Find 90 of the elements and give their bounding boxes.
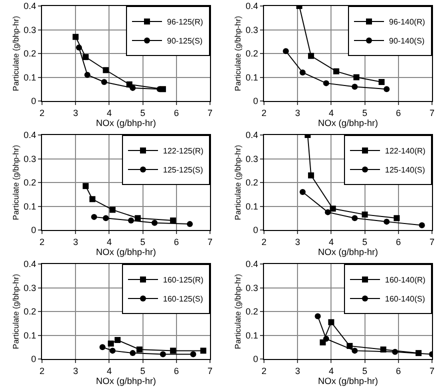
x-tick-label: 2	[39, 236, 45, 247]
y-tick-label: 0.4	[246, 1, 258, 12]
x-tick-label: 6	[174, 108, 179, 118]
y-tick-label: 0.2	[24, 48, 36, 59]
y-tick-label: 0.3	[246, 24, 258, 35]
x-tick-label: 5	[362, 108, 368, 118]
y-tick-label: 0	[31, 96, 36, 106]
y-tick-label: 0.3	[24, 24, 36, 35]
x-tick-label: 5	[140, 108, 146, 118]
x-tick-label: 4	[106, 108, 112, 118]
y-axis-title: Particulate (g/bhp-hr)	[233, 274, 242, 350]
x-tick-label: 2	[261, 236, 267, 247]
legend-label: 90-140(S)	[389, 36, 425, 46]
x-tick-label: 5	[140, 366, 146, 376]
y-axis-title: Particulate (g/bhp-hr)	[233, 144, 242, 220]
legend-label: 90-125(S)	[167, 36, 203, 46]
y-tick-label: 0	[253, 354, 258, 364]
x-tick-label: 2	[261, 366, 267, 376]
x-tick-label: 3	[295, 366, 300, 376]
x-tick-label: 4	[328, 236, 334, 247]
y-tick-label: 0.3	[246, 154, 258, 164]
y-tick-label: 0.1	[246, 72, 258, 82]
x-tick-label: 2	[261, 108, 267, 118]
x-tick-label: 6	[396, 236, 401, 247]
y-tick-label: 0.1	[24, 330, 36, 340]
y-tick-label: 0.1	[246, 201, 258, 212]
x-tick-label: 6	[396, 366, 401, 376]
legend-label: 160-140(S)	[385, 294, 426, 304]
x-tick-label: 4	[328, 108, 334, 118]
y-tick-label: 0.2	[24, 306, 36, 317]
x-tick-label: 2	[39, 366, 45, 376]
y-tick-label: 0.2	[246, 178, 258, 188]
x-tick-label: 4	[328, 366, 334, 376]
x-tick-label: 3	[295, 108, 300, 118]
y-tick-label: 0.4	[246, 259, 258, 270]
legend-label: 122-125(R)	[163, 146, 204, 156]
x-axis-title: NOx (g/bhp-hr)	[318, 246, 378, 257]
y-axis-title: Particulate (g/bhp-hr)	[233, 16, 242, 92]
y-tick-label: 0.1	[24, 201, 36, 212]
x-axis-title: NOx (g/bhp-hr)	[318, 118, 378, 128]
x-axis-title: NOx (g/bhp-hr)	[96, 376, 156, 386]
y-axis-title: Particulate (g/bhp-hr)	[11, 274, 20, 350]
legend-label: 160-125(R)	[163, 276, 204, 285]
x-tick-label: 3	[73, 236, 78, 247]
x-tick-label: 5	[140, 236, 146, 247]
legend-label: 160-140(R)	[385, 276, 426, 285]
y-tick-label: 0.2	[246, 306, 258, 317]
x-tick-label: 4	[106, 366, 112, 376]
x-tick-label: 7	[429, 366, 435, 376]
x-tick-label: 2	[39, 108, 45, 118]
y-tick-label: 0.1	[24, 72, 36, 82]
legend-label: 125-140(S)	[385, 166, 426, 175]
x-tick-label: 7	[207, 366, 213, 376]
x-tick-label: 6	[174, 236, 179, 247]
y-tick-label: 0.2	[24, 178, 36, 188]
y-tick-label: 0.4	[24, 1, 36, 12]
x-tick-label: 7	[429, 236, 435, 247]
x-axis-title: NOx (g/bhp-hr)	[96, 246, 156, 257]
x-tick-label: 3	[73, 366, 78, 376]
x-tick-label: 3	[73, 108, 78, 118]
x-tick-label: 5	[362, 366, 368, 376]
x-tick-label: 4	[106, 236, 112, 247]
legend-label: 160-125(S)	[163, 294, 204, 304]
y-tick-label: 0.4	[246, 130, 258, 140]
legend-label: 125-125(S)	[163, 166, 204, 175]
y-axis-title: Particulate (g/bhp-hr)	[11, 16, 20, 92]
x-axis-title: NOx (g/bhp-hr)	[96, 118, 156, 128]
x-tick-label: 7	[207, 236, 213, 247]
y-tick-label: 0.4	[24, 130, 36, 140]
y-tick-label: 0	[253, 96, 258, 106]
y-tick-label: 0.3	[24, 154, 36, 164]
y-tick-label: 0.2	[246, 48, 258, 59]
x-tick-label: 7	[207, 108, 213, 118]
x-tick-label: 6	[174, 366, 179, 376]
x-tick-label: 6	[396, 108, 401, 118]
y-tick-label: 0	[31, 225, 36, 236]
y-tick-label: 0	[253, 225, 258, 236]
x-tick-label: 5	[362, 236, 368, 247]
y-tick-label: 0.1	[246, 330, 258, 340]
x-tick-label: 3	[295, 236, 300, 247]
x-tick-label: 7	[429, 108, 435, 118]
y-tick-label: 0.3	[246, 282, 258, 293]
legend-label: 122-140(R)	[385, 146, 426, 156]
y-tick-label: 0	[31, 354, 36, 364]
y-axis-title: Particulate (g/bhp-hr)	[11, 144, 20, 220]
x-axis-title: NOx (g/bhp-hr)	[318, 376, 378, 386]
y-tick-label: 0.4	[24, 259, 36, 270]
legend-label: 96-125(R)	[167, 18, 204, 27]
y-tick-label: 0.3	[24, 282, 36, 293]
legend-label: 96-140(R)	[389, 18, 426, 27]
